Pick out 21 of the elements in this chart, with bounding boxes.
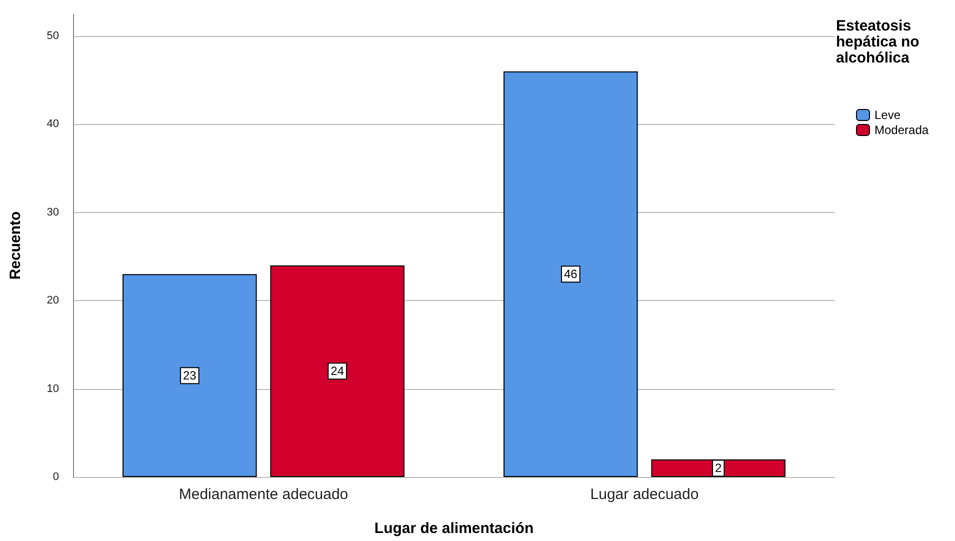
legend-title: Esteatosis hepática no alcohólica [836,18,924,66]
data-label: 24 [330,364,344,378]
y-tick-label: 20 [46,294,59,307]
data-label: 2 [715,461,722,476]
y-axis-title: Recuento [7,211,24,280]
bar [651,459,786,477]
data-label: 23 [182,368,197,383]
y-tick-label: 0 [52,471,59,483]
y-tick-label: 10 [46,382,59,395]
legend-label: Moderada [874,123,929,137]
legend-label: Leve [874,108,901,122]
y-tick-label: 30 [46,206,59,218]
bar [270,265,404,477]
x-tick-label: Lugar adecuado [590,486,699,503]
y-tick-label: 40 [46,118,59,130]
x-tick-label: Medianamente adecuado [178,486,348,503]
x-axis-title: Lugar de alimentación [374,520,534,537]
bar [122,274,257,477]
data-label: 46 [564,267,578,282]
bar [504,71,638,477]
y-tick-label: 50 [46,30,59,42]
